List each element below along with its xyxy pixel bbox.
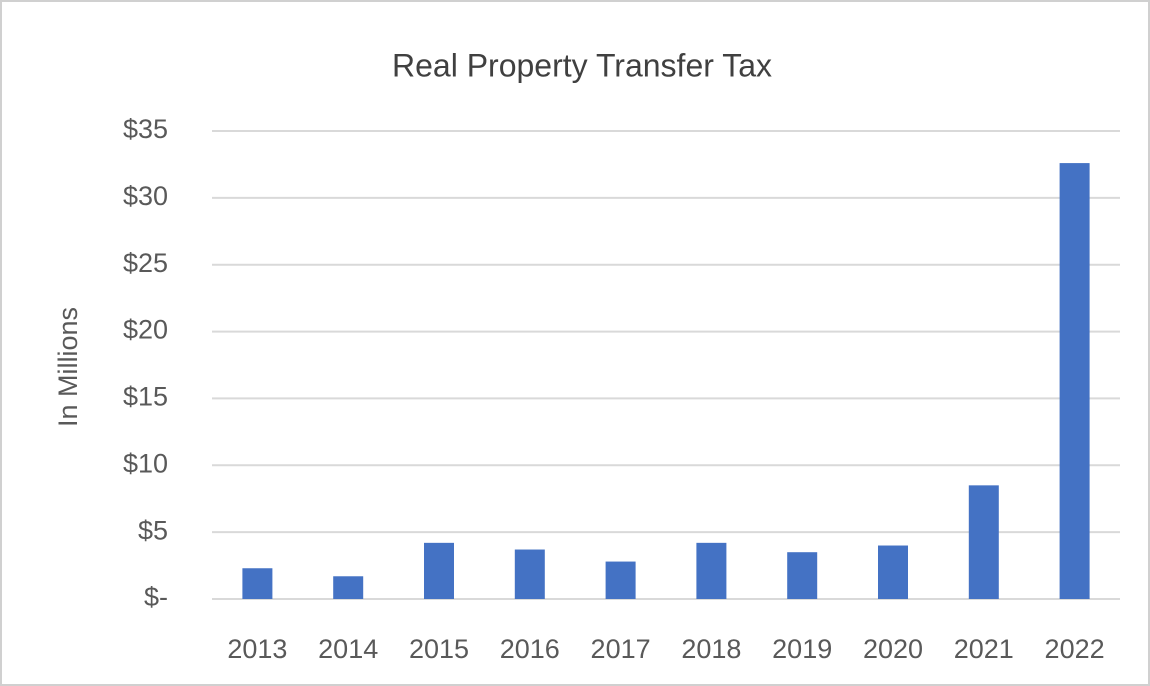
x-tick-label: 2019 (772, 634, 832, 664)
x-tick-label: 2020 (863, 634, 923, 664)
bar (878, 545, 908, 599)
y-tick-label: $- (144, 582, 168, 612)
x-tick-label: 2018 (681, 634, 741, 664)
x-tick-label: 2016 (500, 634, 560, 664)
bar (1059, 163, 1090, 599)
chart-title: Real Property Transfer Tax (392, 47, 772, 83)
y-tick-label: $20 (123, 315, 168, 345)
y-tick-label: $25 (123, 248, 168, 278)
bar (333, 576, 364, 599)
bar (787, 552, 818, 599)
x-tick-label: 2013 (227, 634, 287, 664)
y-axis-label: In Millions (53, 307, 83, 427)
y-tick-label: $30 (123, 181, 168, 211)
bar (242, 568, 273, 599)
y-tick-label: $10 (123, 448, 168, 478)
bar (605, 561, 636, 599)
y-tick-label: $5 (138, 515, 168, 545)
bar (696, 542, 727, 599)
bar (514, 549, 545, 599)
x-tick-label: 2015 (409, 634, 469, 664)
y-tick-label: $15 (123, 382, 168, 412)
bar (968, 485, 999, 599)
x-tick-label: 2021 (954, 634, 1014, 664)
y-tick-label: $35 (123, 114, 168, 144)
bar (424, 542, 454, 599)
x-tick-label: 2017 (591, 634, 651, 664)
x-tick-label: 2022 (1045, 634, 1105, 664)
x-tick-label: 2014 (318, 634, 378, 664)
